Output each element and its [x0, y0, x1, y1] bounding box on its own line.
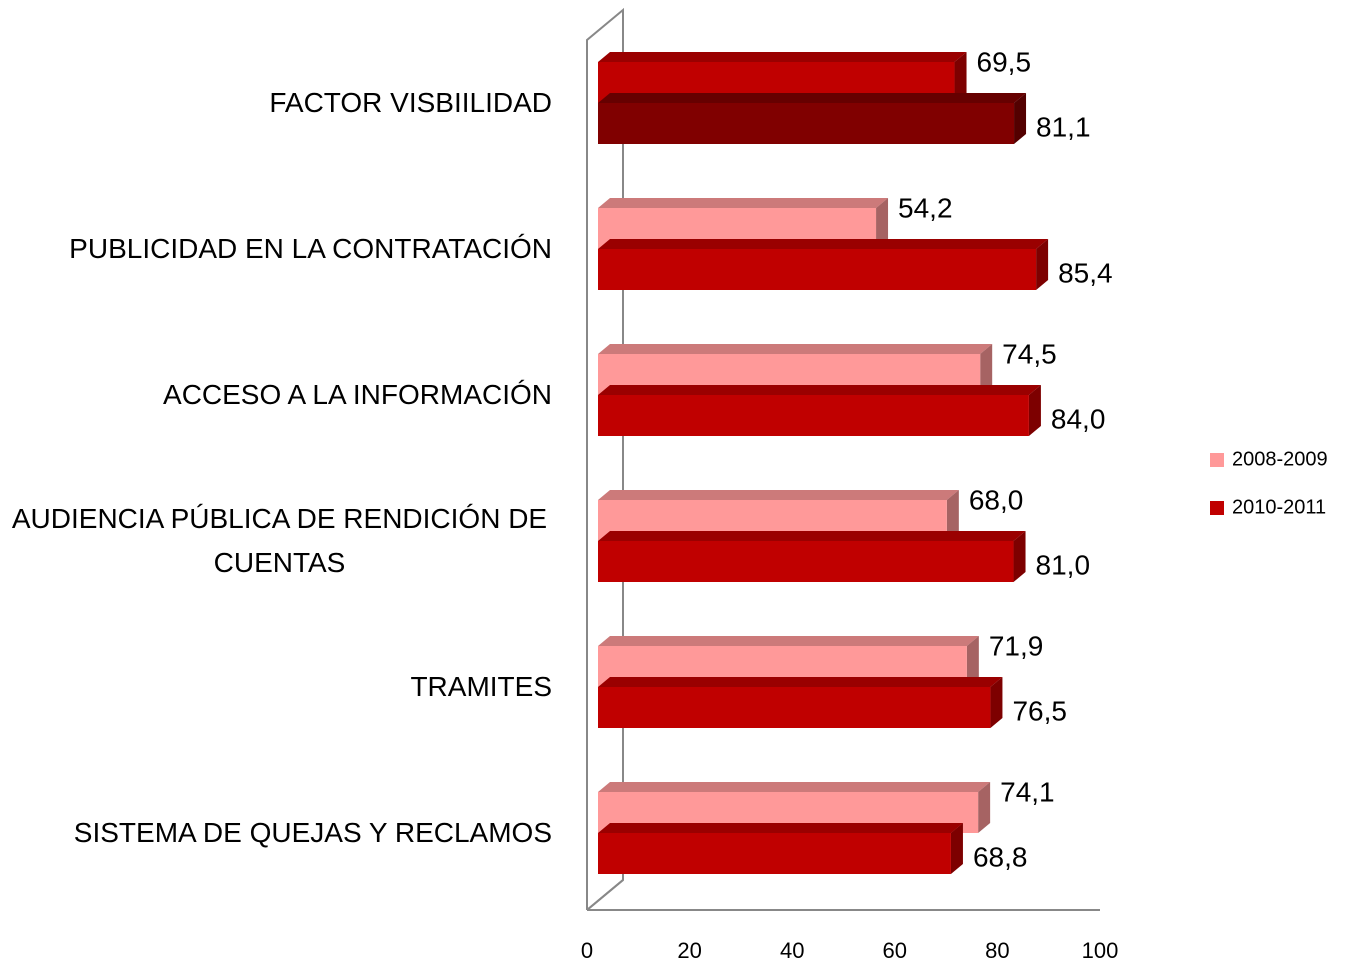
category-label: FACTOR VISBIILIDAD	[269, 53, 552, 153]
value-label: 69,5	[977, 46, 1031, 77]
category-text: TRAMITES	[410, 671, 552, 702]
bar-side	[950, 823, 963, 874]
bar	[598, 385, 1041, 436]
category-text: FACTOR VISBIILIDAD	[269, 87, 552, 118]
value-label: 81,1	[1036, 111, 1091, 142]
x-tick-label: 20	[677, 938, 701, 963]
bar	[598, 239, 1049, 290]
bar-front	[598, 103, 1015, 144]
value-label: 81,0	[1036, 549, 1091, 580]
value-label: 54,2	[898, 192, 953, 223]
bar-front	[598, 541, 1014, 582]
back-wall	[586, 7, 624, 911]
bar-side	[1014, 93, 1027, 144]
legend-label: 2008-2009	[1232, 448, 1328, 470]
category-label: AUDIENCIA PÚBLICA DE RENDICIÓN DE CUENTA…	[7, 491, 552, 591]
bar-side	[876, 198, 889, 249]
bar-top	[598, 52, 967, 62]
category-label: ACCESO A LA INFORMACIÓN	[163, 345, 552, 445]
value-label: 71,9	[989, 630, 1043, 661]
value-label: 84,0	[1051, 403, 1106, 434]
value-label: 74,1	[1000, 776, 1055, 807]
x-tick-label: 0	[581, 938, 593, 963]
category-text: AUDIENCIA PÚBLICA DE RENDICIÓN DE CUENTA…	[11, 503, 548, 578]
legend-swatch	[1210, 501, 1224, 515]
bar-side	[980, 344, 993, 395]
x-tick-label: 80	[985, 938, 1009, 963]
bar-top	[598, 344, 993, 354]
bar-front	[598, 687, 991, 728]
category-label: SISTEMA DE QUEJAS Y RECLAMOS	[74, 783, 552, 883]
category-label: TRAMITES	[410, 637, 552, 737]
bar-top	[598, 677, 1003, 687]
bar	[598, 531, 1026, 582]
bar-side	[954, 52, 967, 103]
category-label: PUBLICIDAD EN LA CONTRATACIÓN	[69, 199, 552, 299]
bar-top	[598, 385, 1041, 395]
value-label: 68,0	[969, 484, 1024, 515]
value-label: 85,4	[1058, 257, 1113, 288]
bar-side	[978, 782, 991, 833]
bar-top	[598, 198, 889, 208]
legend-label: 2010-2011	[1232, 496, 1326, 518]
bar	[598, 93, 1027, 144]
bar-top	[598, 823, 963, 833]
bar-side	[966, 636, 979, 687]
bar-side	[1036, 239, 1049, 290]
bar-top	[598, 490, 959, 500]
value-label: 68,8	[973, 841, 1028, 872]
bar-side	[946, 490, 959, 541]
legend-swatch	[1210, 453, 1224, 467]
bar-front	[598, 395, 1029, 436]
bar-side	[990, 677, 1003, 728]
x-tick-label: 100	[1082, 938, 1119, 963]
bar-top	[598, 531, 1026, 541]
bar-top	[598, 636, 979, 646]
bar	[598, 677, 1003, 728]
bar-side	[1013, 531, 1026, 582]
category-text: ACCESO A LA INFORMACIÓN	[163, 379, 552, 410]
bar-top	[598, 93, 1027, 103]
category-text: SISTEMA DE QUEJAS Y RECLAMOS	[73, 817, 552, 848]
bar-side	[1028, 385, 1041, 436]
floor-back	[586, 879, 624, 911]
bar-top	[598, 239, 1049, 249]
value-label: 76,5	[1012, 695, 1067, 726]
category-text: PUBLICIDAD EN LA CONTRATACIÓN	[69, 233, 552, 264]
x-tick-label: 40	[780, 938, 804, 963]
value-label: 74,5	[1002, 338, 1057, 369]
bar-top	[598, 782, 991, 792]
bar-front	[598, 833, 951, 874]
bar	[598, 823, 963, 874]
x-tick-label: 60	[883, 938, 907, 963]
bar-front	[598, 249, 1037, 290]
